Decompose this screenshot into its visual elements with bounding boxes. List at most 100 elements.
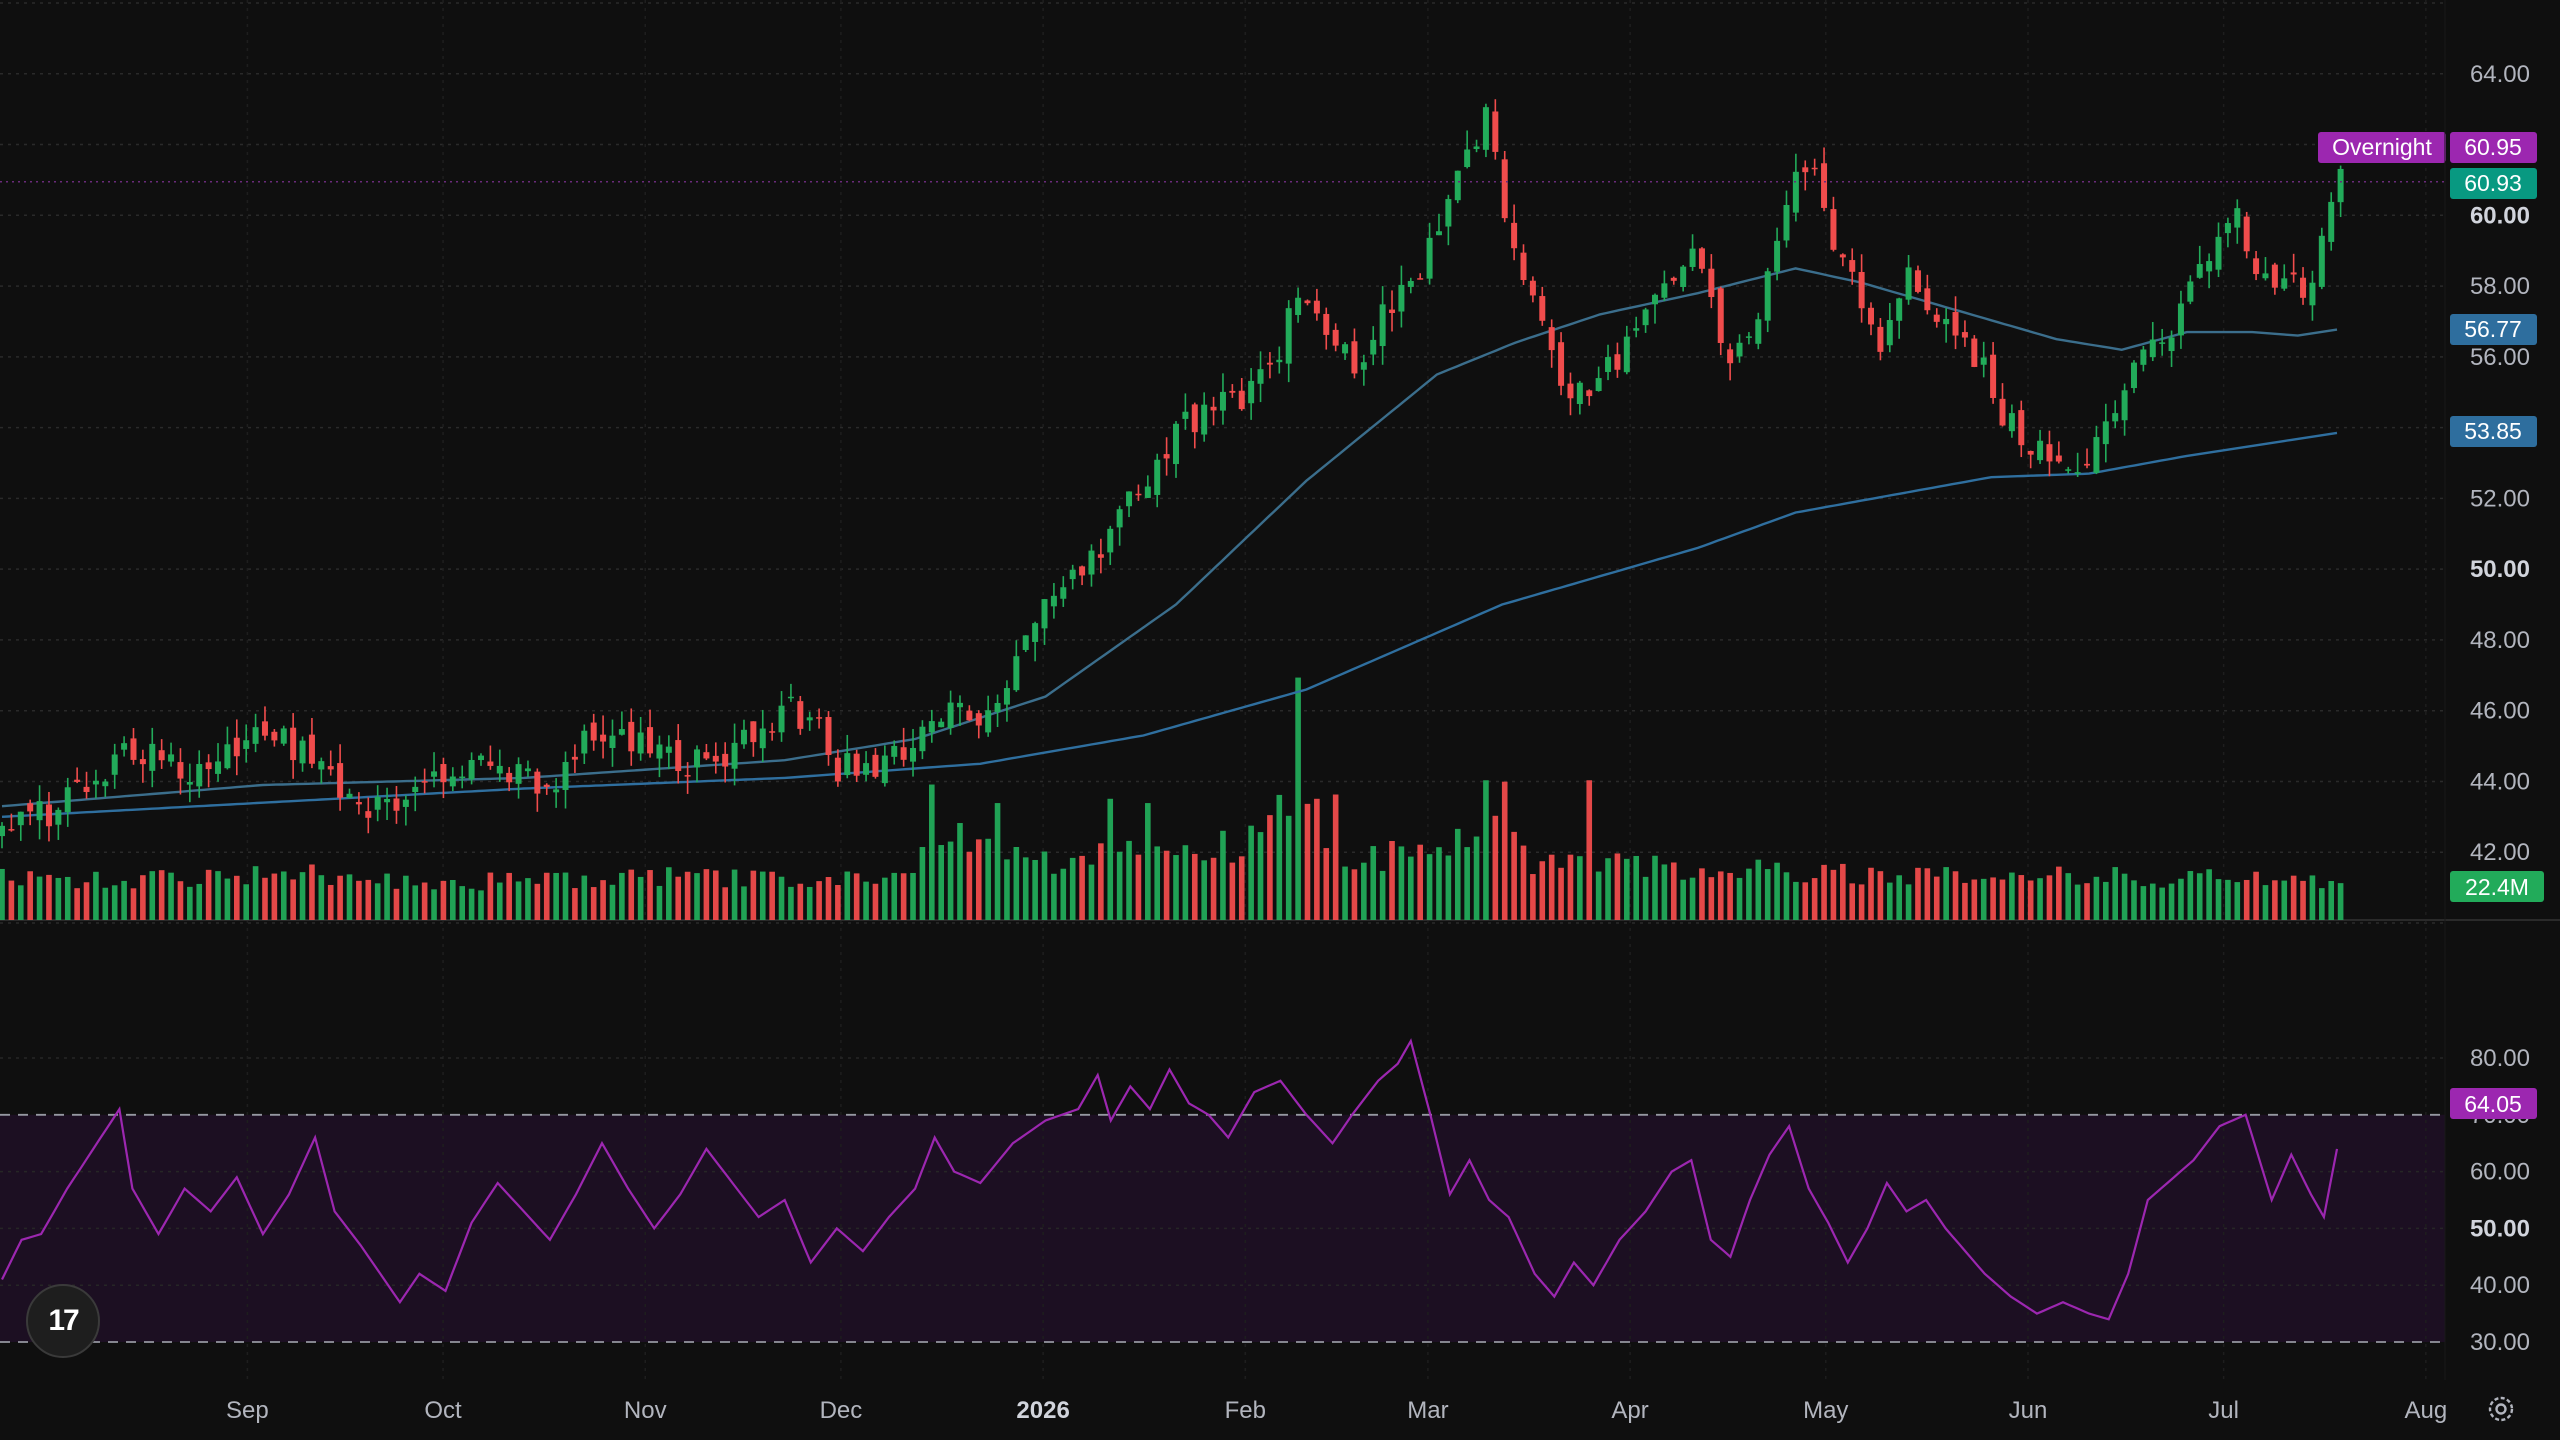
candle-body [1323, 313, 1330, 335]
settings-gear-icon[interactable] [2486, 1394, 2516, 1424]
candle [816, 708, 823, 729]
candle [1482, 103, 1489, 158]
candle-body [938, 721, 945, 728]
volume-bars [0, 677, 2344, 920]
volume-bar [2187, 871, 2194, 920]
candle-body [346, 793, 353, 798]
candle [2206, 253, 2213, 289]
volume-bar [515, 881, 522, 920]
volume-bar [393, 888, 400, 920]
candle-body [2159, 342, 2166, 344]
candle [1389, 290, 1396, 332]
volume-bar [1163, 850, 1170, 920]
volume-bar [2140, 886, 2147, 920]
candle [947, 690, 954, 735]
rsi-tick-label: 80.00 [2470, 1045, 2530, 1072]
volume-bar [1379, 870, 1386, 920]
candle [1154, 453, 1161, 508]
candle [459, 765, 466, 789]
candle-body [384, 798, 391, 803]
volume-bar [1041, 851, 1048, 920]
price-axis: 42.0044.0046.0048.0050.0052.0054.0056.00… [2470, 61, 2530, 866]
volume-bar [1764, 869, 1771, 920]
candle [2337, 165, 2344, 218]
volume-bar [1342, 866, 1348, 920]
candle-body [712, 755, 719, 762]
candle-body [1558, 342, 1565, 386]
candle-body [1764, 271, 1771, 321]
volume-bar [703, 869, 710, 920]
candle [834, 749, 841, 787]
volume-bar [553, 872, 559, 920]
candle-body [506, 772, 513, 783]
volume-bar [299, 872, 306, 920]
volume-bar [647, 870, 653, 920]
candle [121, 736, 128, 757]
candle-body [1896, 298, 1903, 321]
candle-body [759, 728, 766, 749]
volume-bar [0, 868, 5, 920]
candle [524, 760, 531, 778]
candle-body [1116, 509, 1123, 528]
candle [2300, 267, 2307, 305]
candle-body [1595, 378, 1602, 392]
volume-bar [1558, 867, 1564, 920]
price-tick-label: 46.00 [2470, 698, 2530, 725]
tradingview-logo[interactable]: 17 [26, 1284, 100, 1358]
volume-bar [1417, 844, 1423, 920]
candle [1905, 254, 1912, 305]
candle-body [139, 759, 146, 765]
volume-bar [1924, 868, 1931, 920]
candle-body [1670, 277, 1677, 281]
price-grid [0, 0, 2445, 1380]
candle-body [2084, 463, 2091, 466]
candle-body [468, 760, 475, 780]
candle-body [1332, 329, 1339, 346]
candle [130, 728, 137, 765]
candle [740, 719, 747, 749]
candle-body [1736, 342, 1743, 357]
candle [0, 822, 5, 849]
candle-body [1529, 280, 1536, 296]
candle-body [553, 789, 560, 793]
candle [1990, 342, 1997, 404]
volume-bar [882, 877, 888, 920]
candle [1219, 373, 1226, 425]
candle-body [2206, 261, 2213, 272]
volume-bar [2328, 881, 2335, 920]
volume-bar [759, 871, 766, 920]
candle-body [647, 727, 654, 754]
volume-bar [1445, 855, 1452, 920]
candle-body [1126, 491, 1133, 507]
candle-body [2262, 273, 2269, 279]
candle [1332, 323, 1339, 352]
candle [1539, 286, 1546, 326]
candle [412, 776, 419, 812]
candle-body [1849, 260, 1856, 272]
volume-bar [2243, 879, 2250, 920]
volume-bar [1755, 859, 1762, 920]
volume-bar [619, 872, 625, 920]
candle [318, 757, 325, 784]
candle-body [1783, 204, 1790, 241]
volume-tag-box [2450, 871, 2544, 902]
time-tick-label: Aug [2404, 1397, 2447, 1424]
volume-bar [1727, 872, 1733, 920]
candle-body [1266, 362, 1273, 365]
candle-body [1933, 314, 1940, 322]
volume-bar [2046, 875, 2053, 920]
candle-body [2121, 390, 2128, 421]
price-tick-label: 44.00 [2470, 768, 2530, 795]
rsi-tick-label: 50.00 [2470, 1215, 2530, 1242]
candle-body [280, 728, 287, 744]
candle [2112, 400, 2119, 429]
time-tick-label: Jul [2208, 1397, 2239, 1424]
volume-bar [2178, 878, 2184, 920]
candle-body [36, 801, 43, 821]
candle-body [449, 776, 456, 787]
volume-bar [1483, 780, 1489, 920]
volume-bar [2281, 880, 2288, 920]
candle-body [83, 786, 90, 792]
volume-bar [412, 885, 419, 920]
